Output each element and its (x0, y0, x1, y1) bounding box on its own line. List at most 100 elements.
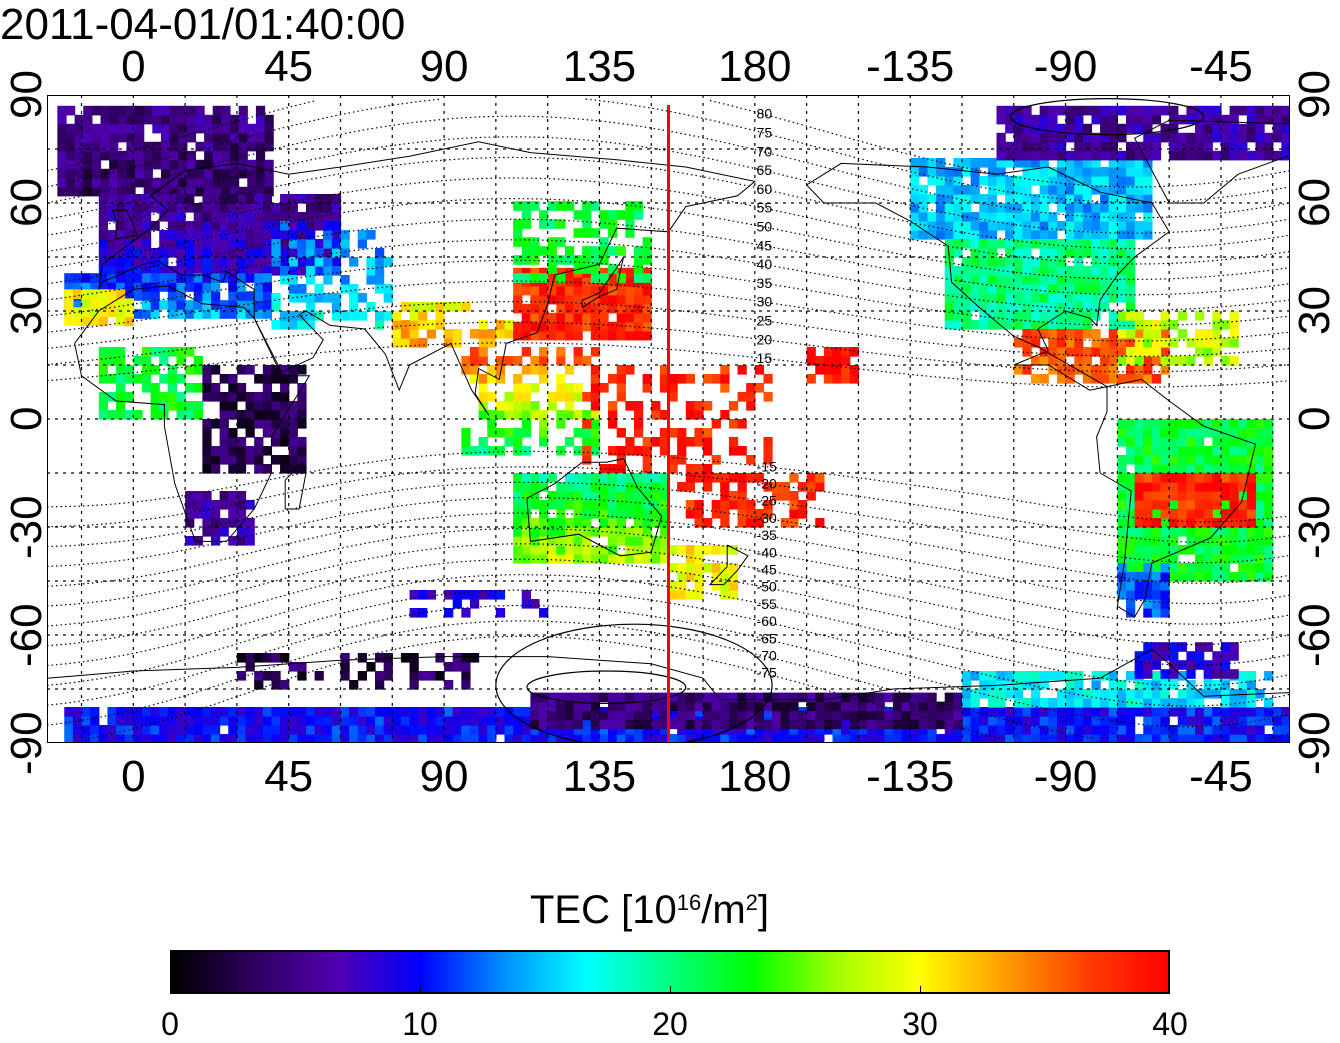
tec-cell (349, 716, 359, 726)
tec-cell (746, 455, 756, 465)
tec-cell (124, 716, 134, 726)
tec-cell (1255, 527, 1265, 537)
tec-cell (703, 374, 713, 384)
tec-cell (1082, 311, 1093, 321)
tec-cell (280, 680, 290, 690)
tec-cell (521, 716, 531, 726)
tec-cell (297, 410, 307, 420)
tec-cell (521, 590, 531, 600)
tec-cell (271, 266, 281, 276)
tec-cell (1195, 554, 1205, 564)
tec-cell (979, 311, 989, 321)
tec-cell (193, 203, 203, 213)
tec-cell (1151, 698, 1162, 708)
tec-cell (116, 212, 126, 222)
tec-cell (331, 212, 342, 222)
tec-cell (1065, 114, 1075, 125)
tec-cell (1100, 266, 1110, 276)
tec-cell (228, 446, 238, 456)
tec-cell (590, 401, 601, 411)
tec-cell (944, 719, 954, 730)
tec-cell (186, 177, 197, 188)
tec-cell (953, 194, 963, 204)
tec-cell (608, 482, 618, 492)
tec-cell (1212, 464, 1222, 474)
tec-cell (711, 455, 721, 465)
tec-cell (564, 491, 575, 501)
tec-cell (1108, 176, 1118, 186)
tec-cell (150, 410, 160, 420)
tec-cell (590, 428, 601, 438)
tec-cell (409, 707, 419, 717)
tec-cell (1255, 437, 1265, 447)
tec-cell (1151, 563, 1162, 573)
tec-cell (1220, 669, 1231, 679)
tec-cell (711, 419, 721, 429)
tec-cell (1100, 293, 1110, 303)
tec-cell (1160, 518, 1170, 528)
tec-cell (608, 374, 618, 384)
lon-tick-label-bot: -90 (1033, 752, 1098, 801)
tec-cell (1186, 572, 1196, 582)
tec-cell (1039, 266, 1049, 276)
tec-cell (297, 320, 307, 330)
tec-cell (1203, 141, 1213, 152)
tec-cell (659, 437, 670, 447)
tec-cell (366, 266, 376, 276)
tec-cell (1177, 509, 1188, 519)
tec-cell (124, 230, 134, 240)
tec-cell (1238, 689, 1248, 699)
tec-cell (219, 419, 229, 429)
tec-cell (229, 186, 240, 197)
tec-cell (1151, 464, 1162, 474)
tec-cell (211, 282, 221, 292)
tec-cell (564, 312, 575, 323)
tec-cell (1022, 734, 1032, 743)
tec-cell (772, 725, 782, 735)
tec-cell (703, 428, 713, 438)
tec-cell (72, 716, 83, 726)
tec-cell (375, 734, 385, 743)
tec-cell (135, 114, 145, 125)
tec-cell (521, 509, 531, 519)
tec-cell (212, 150, 222, 161)
tec-cell (1246, 698, 1257, 708)
tec-cell (271, 392, 281, 402)
tec-cell (1151, 725, 1162, 735)
tec-cell (642, 710, 652, 721)
tec-cell (159, 734, 169, 743)
tec-cell (1177, 428, 1188, 438)
tec-cell (228, 725, 238, 735)
tec-cell (409, 725, 419, 735)
tec-cell (357, 239, 367, 249)
tec-cell (608, 554, 618, 564)
tec-cell (185, 500, 195, 510)
tec-cell (57, 159, 67, 170)
tec-cell (124, 707, 134, 717)
tec-cell (953, 725, 963, 735)
tec-cell (1048, 257, 1058, 267)
tec-cell (1117, 563, 1127, 573)
tec-cell (892, 710, 903, 721)
tec-cell (1082, 374, 1093, 384)
tec-cell (469, 599, 480, 609)
tec-cell (409, 662, 419, 672)
tec-cell (823, 692, 834, 703)
tec-cell (98, 392, 109, 402)
tec-cell (737, 491, 747, 501)
tec-cell (608, 276, 618, 287)
tec-cell (1246, 491, 1257, 501)
tec-cell (245, 428, 255, 438)
tec-cell (126, 168, 136, 179)
tec-cell (280, 716, 290, 726)
tec-cell (823, 725, 834, 735)
tec-cell (1108, 311, 1118, 321)
tec-cell (228, 239, 238, 249)
tec-cell (116, 734, 126, 743)
tec-cell (375, 248, 385, 258)
tec-cell (979, 158, 989, 168)
tec-cell (98, 347, 109, 357)
tec-cell (193, 291, 203, 301)
tec-cell (832, 356, 842, 366)
tec-cell (375, 716, 385, 726)
